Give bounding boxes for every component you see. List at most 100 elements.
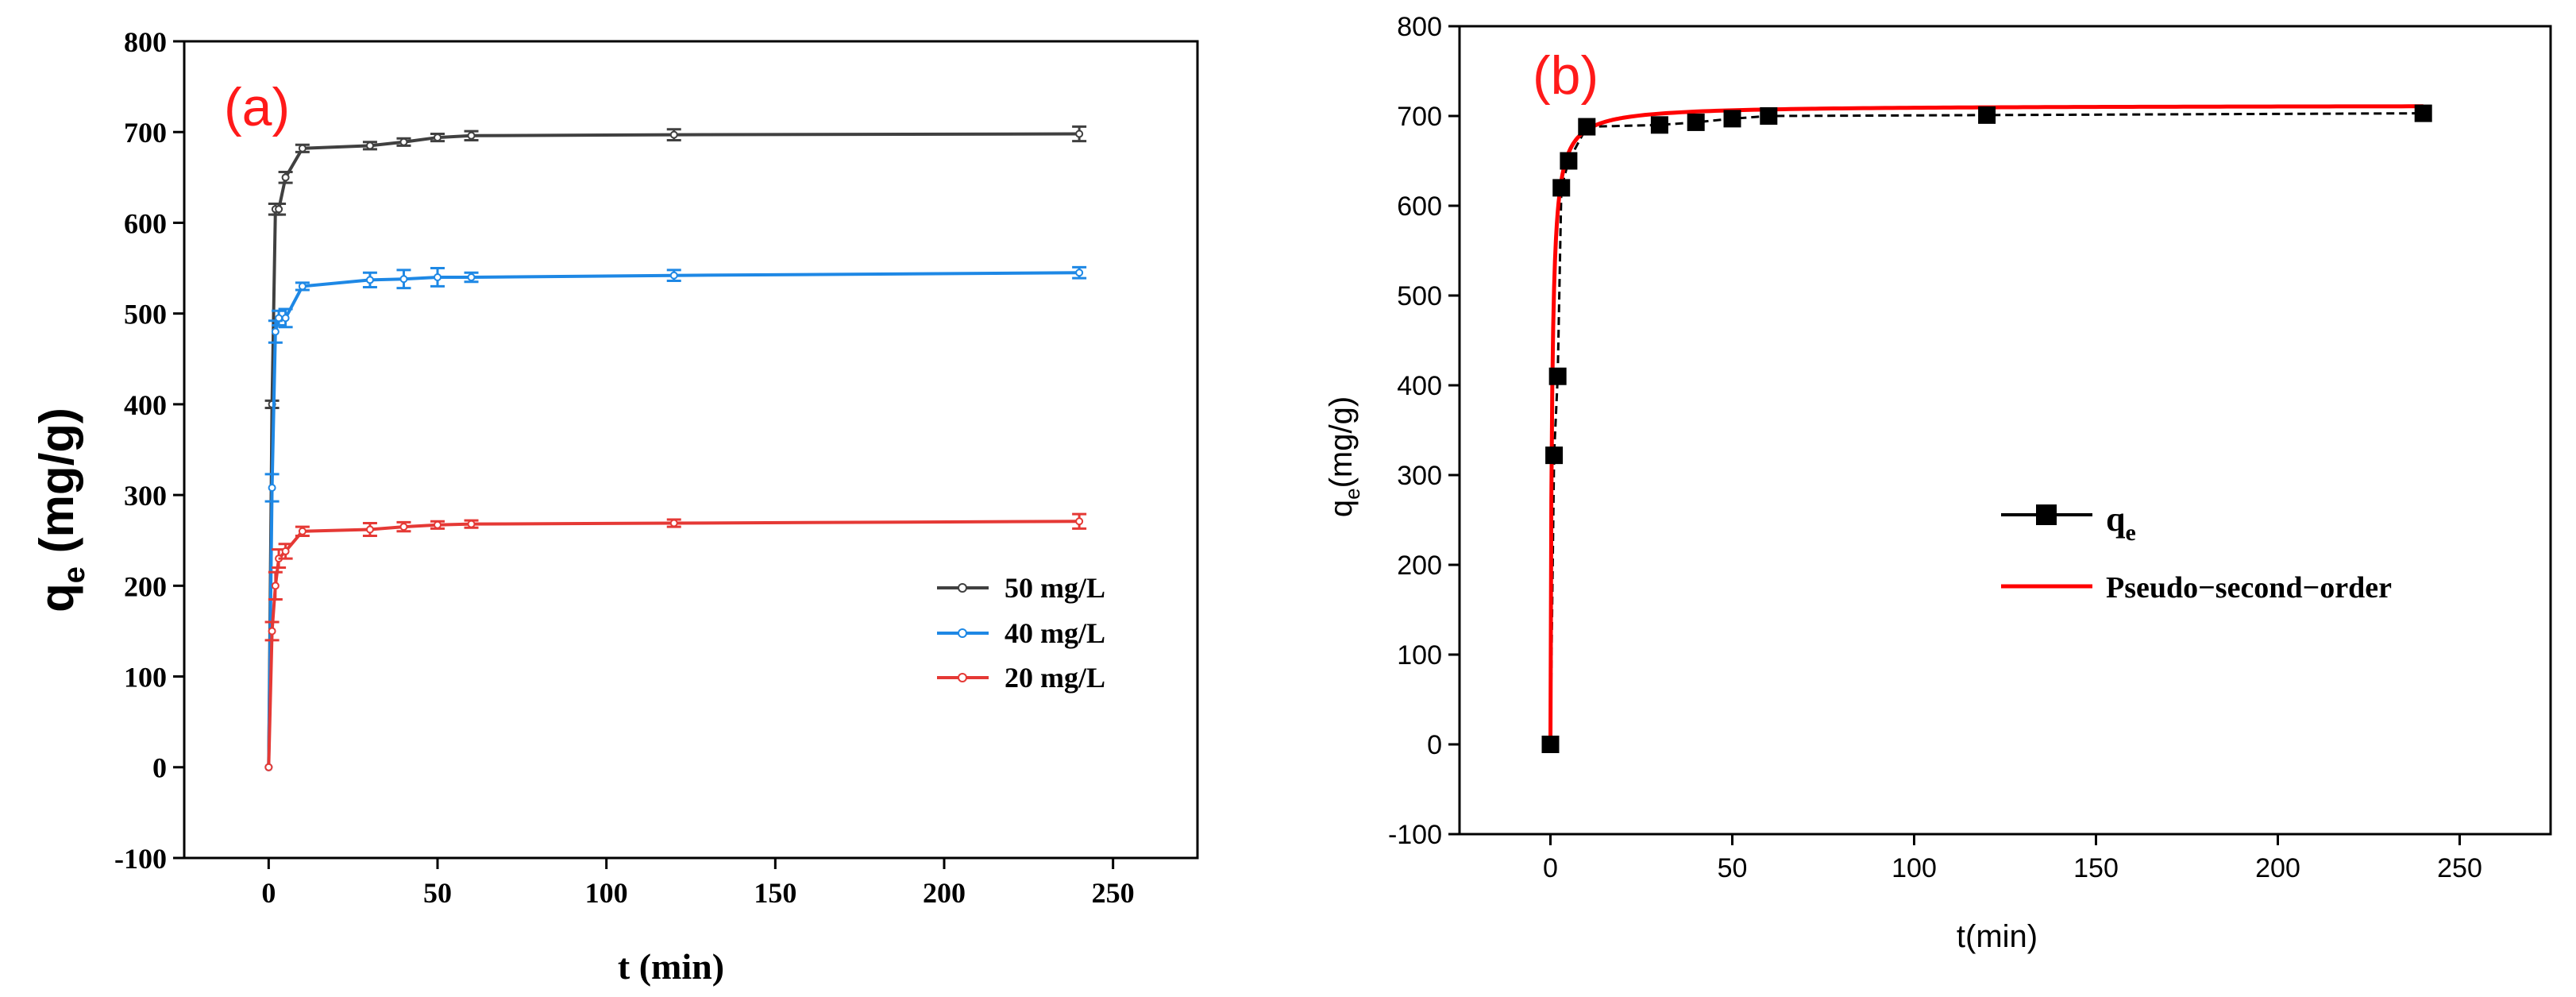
x-tick-label-a-100: 100	[585, 877, 628, 909]
x-tick-label-b-100: 100	[1892, 853, 1937, 883]
data-point-2-6	[365, 525, 374, 534]
data-point-qe-4	[1560, 152, 1578, 170]
data-point-1-7	[399, 275, 408, 284]
data-point-2-4	[281, 547, 290, 555]
y-axis-label-b: qe(mg/g)	[1324, 396, 1364, 517]
legend-marker-qe	[2036, 504, 2057, 525]
x-axis-label-b: t(min)	[1957, 919, 2038, 954]
y-tick-label-a--100: -100	[114, 843, 167, 875]
data-point-qe-10	[1978, 106, 1996, 124]
x-tick-label-b-250: 250	[2437, 853, 2482, 883]
data-point-2-5	[298, 527, 307, 535]
data-point-2-0	[264, 763, 273, 771]
model-curve-pseudo-second-order	[1548, 104, 2424, 745]
x-axis-label-a: t (min)	[618, 946, 724, 987]
legend-a: 50 mg/L 40 mg/L 20 mg/L	[937, 572, 1105, 694]
legend-label-20: 20 mg/L	[1005, 662, 1105, 694]
data-point-qe-8	[1723, 110, 1741, 128]
y-tick-label-b-500: 500	[1397, 281, 1442, 311]
y-tick-label-a-700: 700	[124, 117, 167, 149]
data-point-qe-7	[1687, 113, 1705, 131]
y-tick-label-a-800: 800	[124, 26, 167, 58]
x-tick-label-a-0: 0	[261, 877, 276, 909]
x-tick-label-b-50: 50	[1718, 853, 1748, 883]
data-point-0-10	[669, 130, 678, 139]
data-point-0-9	[467, 131, 476, 140]
data-point-qe-11	[2414, 104, 2432, 122]
data-point-2-10	[669, 519, 678, 527]
data-point-0-8	[434, 133, 442, 142]
legend-label-pso: Pseudo−second−order	[2106, 571, 2392, 605]
chart-panel-b: (b) t(min) qe(mg/g) 0 50 100 150 200 250 -100 0…	[1324, 12, 2552, 954]
data-point-qe-9	[1760, 107, 1778, 125]
data-point-1-5	[298, 282, 307, 291]
data-point-qe-5	[1578, 118, 1596, 136]
plot-frame-a	[183, 40, 1199, 860]
y-tick-label-b-700: 700	[1397, 102, 1442, 132]
panel-label-b: (b)	[1533, 45, 1598, 106]
x-tick-label-b-200: 200	[2255, 853, 2300, 883]
data-point-0-3	[275, 205, 283, 214]
chart-panel-a: (a) t (min) qe (mg/g) 0 50 100 150 200 250 -10…	[30, 26, 1199, 987]
x-tick-label-a-250: 250	[1092, 877, 1135, 909]
series-line-0	[267, 132, 1080, 767]
data-point-2-8	[434, 520, 442, 529]
y-tick-label-a-200: 200	[124, 570, 167, 602]
y-tick-label-b-300: 300	[1397, 461, 1442, 491]
y-tick-label-a-300: 300	[124, 480, 167, 512]
y-tick-label-a-0: 0	[152, 752, 167, 784]
data-point-0-11	[1075, 129, 1084, 138]
x-tick-label-a-200: 200	[923, 877, 966, 909]
y-tick-label-b-0: 0	[1427, 730, 1442, 760]
data-point-1-10	[669, 271, 678, 280]
data-point-qe-3	[1552, 179, 1571, 197]
data-point-qe-1	[1545, 446, 1564, 465]
data-point-qe-0	[1541, 736, 1560, 753]
legend-marker-20	[958, 673, 967, 682]
data-point-1-11	[1075, 269, 1084, 277]
x-tick-label-b-0: 0	[1543, 853, 1558, 883]
data-point-1-6	[365, 276, 374, 284]
data-point-1-1	[268, 483, 276, 492]
y-tick-label-b--100: -100	[1388, 820, 1442, 850]
data-point-1-8	[434, 272, 442, 281]
data-point-qe-6	[1650, 116, 1668, 134]
data-point-0-7	[399, 137, 408, 146]
legend-label-50: 50 mg/L	[1005, 572, 1105, 604]
data-point-2-9	[467, 520, 476, 528]
data-point-0-6	[365, 141, 374, 150]
x-tick-label-b-150: 150	[2073, 853, 2119, 883]
series-line-2	[267, 520, 1080, 767]
y-tick-label-a-500: 500	[124, 299, 167, 330]
series-line-qe	[1549, 112, 2424, 745]
plot-frame-b	[1458, 25, 2552, 836]
data-point-qe-2	[1548, 367, 1567, 385]
legend-label-qe: qe	[2106, 500, 2136, 546]
legend-label-40: 40 mg/L	[1005, 617, 1105, 649]
data-point-2-1	[268, 627, 276, 636]
panel-label-a: (a)	[224, 77, 290, 137]
data-point-1-3	[275, 314, 283, 323]
data-point-2-11	[1075, 517, 1084, 526]
x-tick-label-a-50: 50	[423, 877, 452, 909]
data-point-1-9	[467, 272, 476, 281]
data-point-0-4	[281, 173, 290, 182]
y-tick-label-b-200: 200	[1397, 551, 1442, 581]
y-tick-label-b-800: 800	[1397, 12, 1442, 42]
x-tick-label-a-150: 150	[754, 877, 796, 909]
y-axis-label-a: qe (mg/g)	[30, 408, 91, 612]
y-tick-label-b-400: 400	[1397, 371, 1442, 401]
data-point-1-4	[281, 314, 290, 323]
y-tick-label-a-600: 600	[124, 207, 167, 239]
series-line-1	[267, 271, 1080, 767]
legend-marker-50	[958, 583, 967, 593]
y-tick-label-b-100: 100	[1397, 640, 1442, 670]
data-point-1-2	[271, 327, 280, 336]
legend-marker-40	[958, 628, 967, 638]
data-point-2-7	[399, 523, 408, 531]
y-tick-label-b-600: 600	[1397, 191, 1442, 222]
legend-b: qe Pseudo−second−order	[2001, 500, 2392, 605]
data-point-2-2	[271, 582, 280, 590]
data-point-0-5	[298, 144, 307, 153]
